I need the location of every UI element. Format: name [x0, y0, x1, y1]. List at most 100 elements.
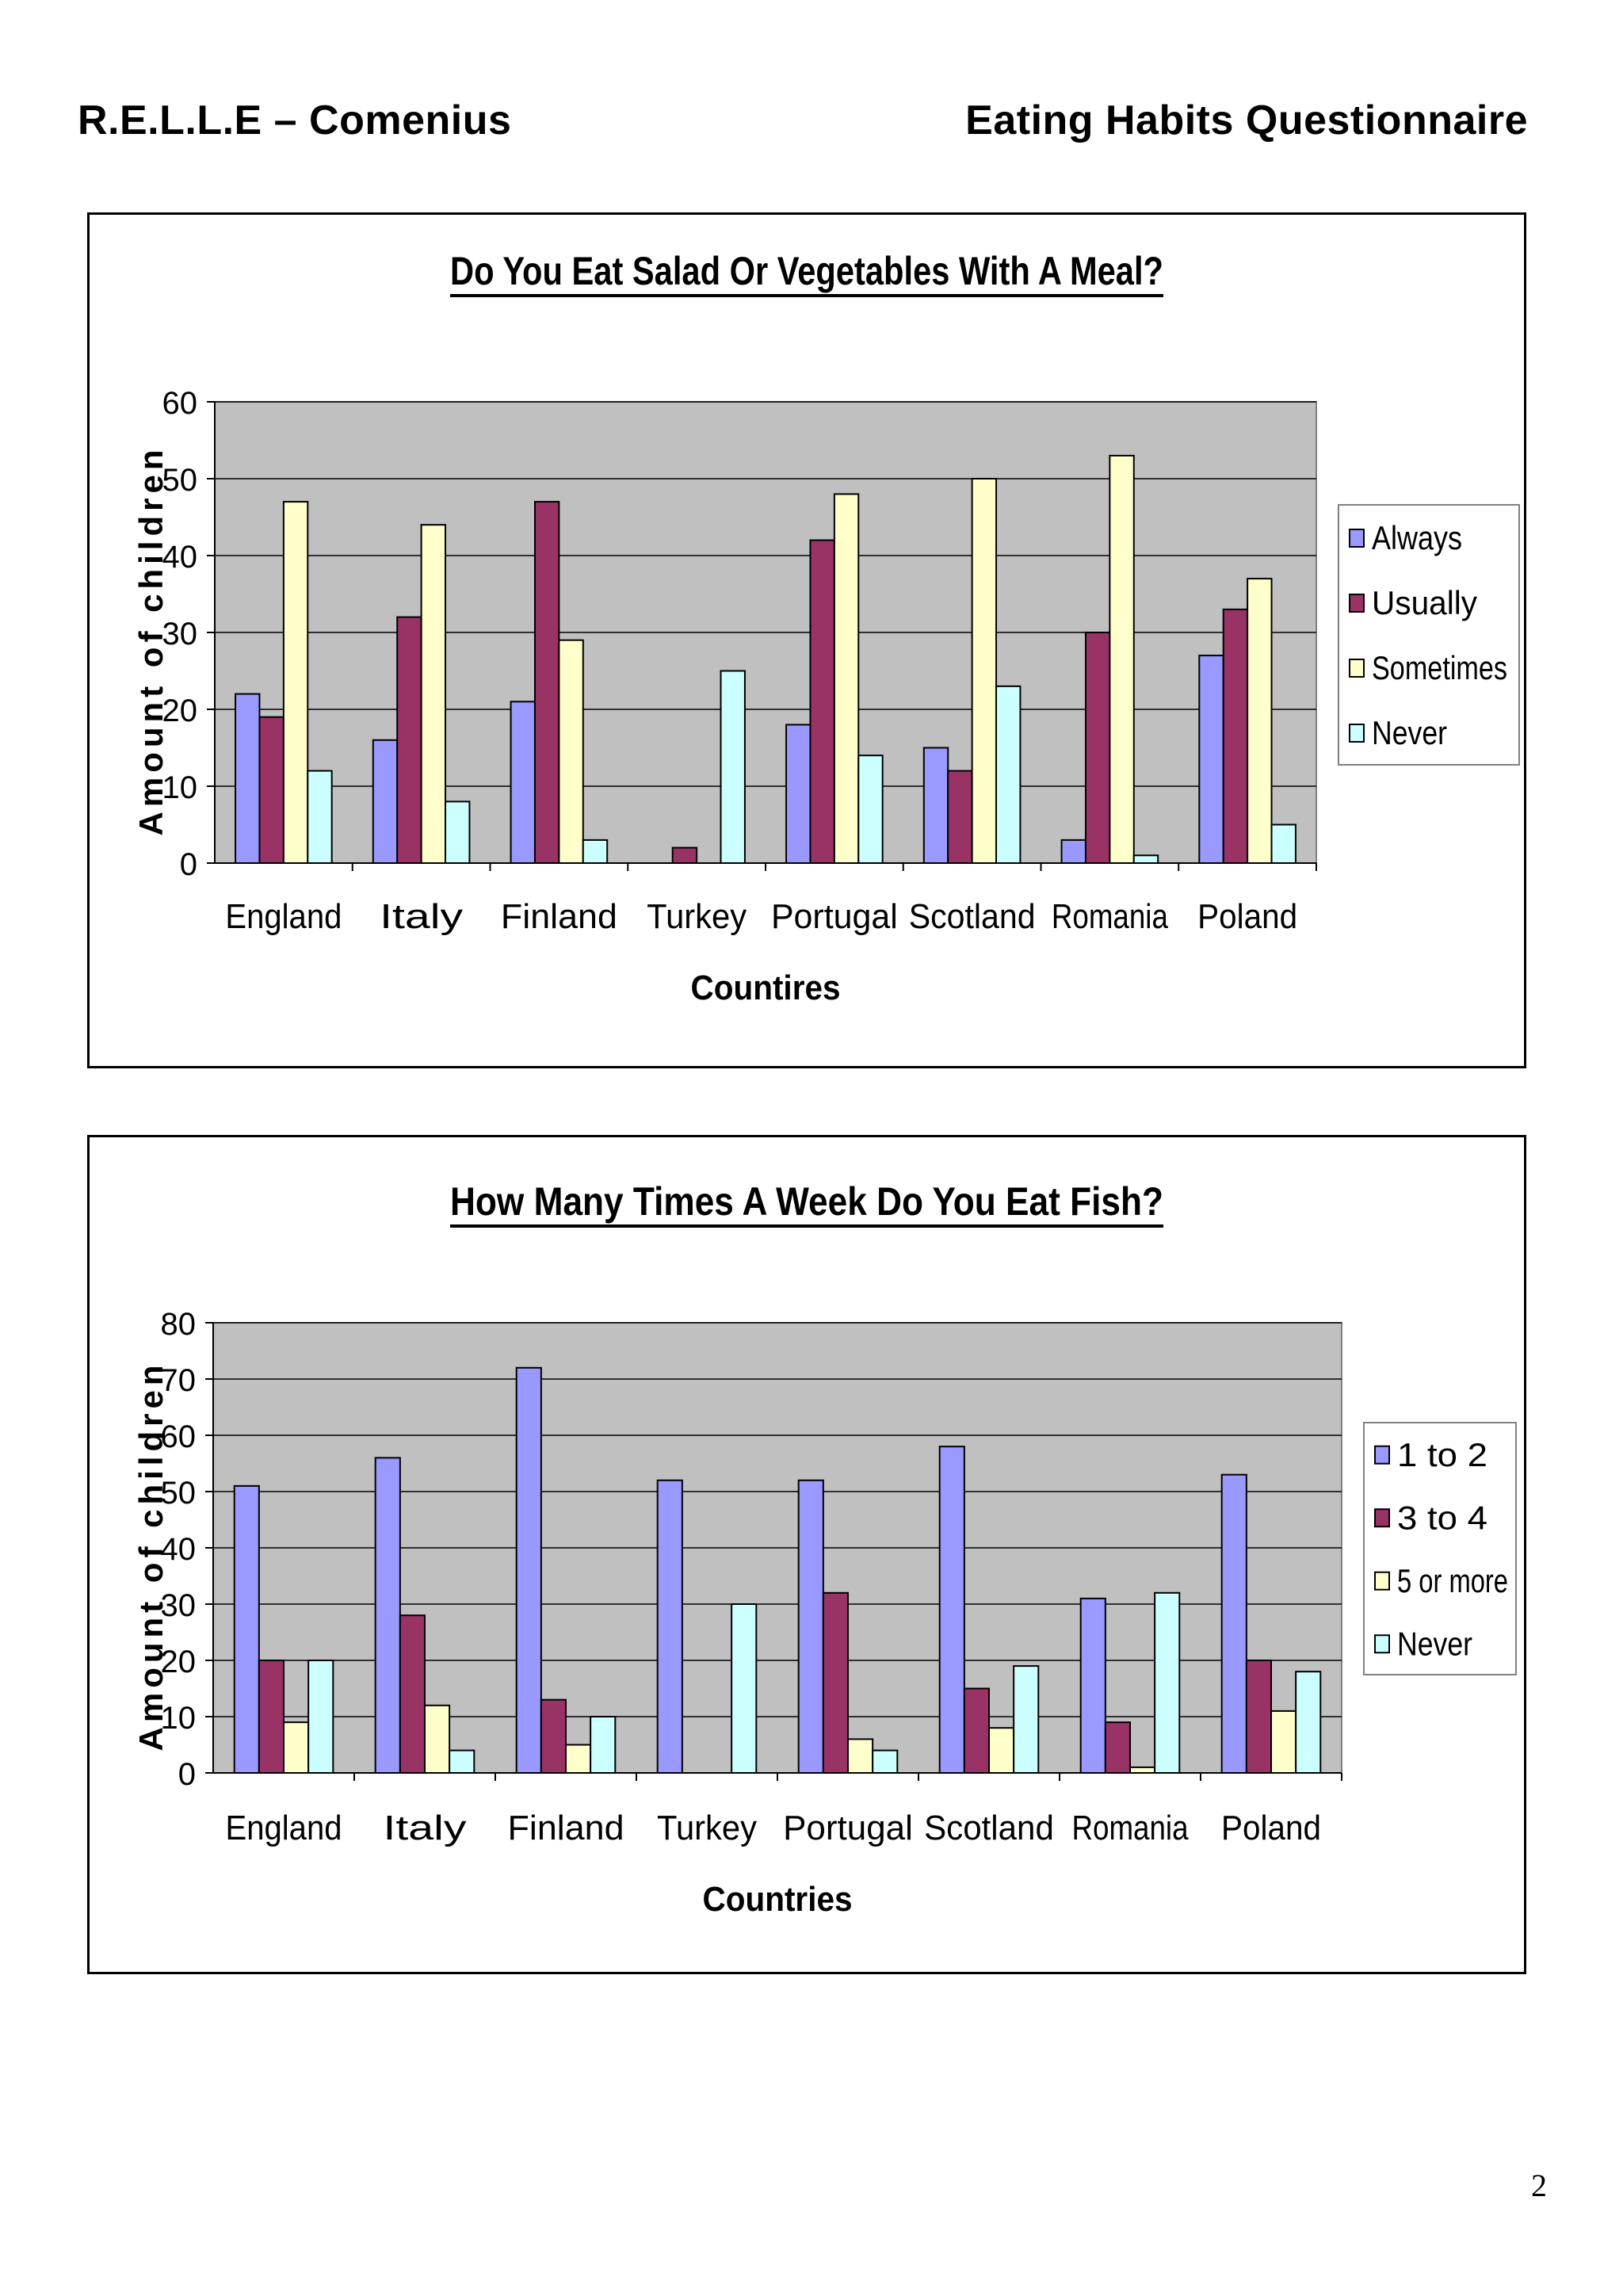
- bar-never-turkey: [731, 1603, 758, 1774]
- y-tick-label: 50: [161, 1476, 197, 1511]
- bar-never-romania: [1154, 1591, 1181, 1774]
- legend-label: 5 or more: [1397, 1562, 1508, 1599]
- bar-usually-england: [258, 716, 285, 865]
- bar-5-or-more-poland: [1270, 1710, 1297, 1775]
- y-tick-label: 0: [178, 1757, 196, 1792]
- bar-sometimes-england: [282, 501, 309, 864]
- y-tick-label: 40: [161, 1532, 197, 1567]
- bar-sometimes-portugal: [833, 493, 860, 864]
- bar-never-italy: [449, 1749, 475, 1774]
- bar-never-scotland: [995, 685, 1022, 865]
- bar-1-to-2-england: [233, 1484, 260, 1774]
- bar-always-italy: [372, 739, 399, 864]
- bar-never-england: [307, 1660, 334, 1774]
- bar-1-to-2-italy: [374, 1457, 401, 1774]
- x-axis-label: Countries: [703, 1880, 853, 1919]
- y-axis-label: Amount of children: [132, 1361, 170, 1752]
- y-tick-label: 20: [162, 693, 198, 728]
- bar-sometimes-scotland: [971, 478, 998, 864]
- x-category-label: Italy: [384, 1809, 467, 1847]
- bar-never-turkey: [720, 670, 746, 864]
- bar-never-italy: [445, 800, 471, 865]
- x-category-label: Portugal: [783, 1809, 913, 1847]
- bar-never-poland: [1295, 1671, 1322, 1775]
- x-category-label: Romania: [1072, 1809, 1189, 1847]
- bar-usually-turkey: [671, 846, 698, 864]
- bar-1-to-2-poland: [1220, 1473, 1247, 1774]
- y-tick-label: 20: [161, 1645, 197, 1679]
- bar-never-finland: [590, 1716, 617, 1774]
- bar-1-to-2-scotland: [938, 1446, 965, 1774]
- legend-box: [1338, 504, 1520, 766]
- bar-3-to-4-scotland: [963, 1687, 990, 1774]
- bar-3-to-4-finland: [540, 1698, 567, 1775]
- legend-label: Sometimes: [1372, 649, 1507, 686]
- y-tick-label: 0: [180, 847, 197, 882]
- bar-never-poland: [1270, 823, 1296, 864]
- bar-usually-italy: [396, 616, 422, 864]
- x-category-label: Finland: [508, 1809, 624, 1847]
- x-category-label: Turkey: [657, 1809, 757, 1847]
- bar-always-finland: [510, 701, 536, 864]
- x-category-label: Portugal: [771, 897, 898, 936]
- bar-5-or-more-finland: [565, 1744, 592, 1774]
- x-category-label: Scotland: [909, 897, 1036, 936]
- x-category-label: Scotland: [924, 1809, 1054, 1847]
- bar-1-to-2-turkey: [656, 1479, 683, 1774]
- bar-1-to-2-romania: [1079, 1597, 1106, 1775]
- legend-swatch: [1349, 594, 1365, 613]
- legend-label: 3 to 4: [1397, 1499, 1487, 1536]
- y-tick-label: 10: [161, 1701, 197, 1736]
- bar-3-to-4-portugal: [822, 1591, 849, 1774]
- x-category-label: England: [225, 897, 342, 936]
- y-tick-label: 30: [161, 1588, 197, 1623]
- bar-never-romania: [1132, 854, 1159, 864]
- bar-never-finland: [582, 839, 609, 865]
- y-tick-label: 10: [162, 770, 198, 805]
- bar-3-to-4-italy: [399, 1614, 426, 1775]
- header-right-title: Eating Habits Questionnaire: [965, 97, 1528, 143]
- legend-swatch: [1374, 1445, 1390, 1465]
- bar-sometimes-finland: [558, 639, 584, 864]
- bar-3-to-4-poland: [1245, 1660, 1272, 1774]
- x-category-label: Turkey: [647, 897, 747, 936]
- x-axis-label: Countires: [691, 968, 841, 1007]
- bar-1-to-2-portugal: [797, 1479, 824, 1774]
- page-number: 2: [1531, 2168, 1547, 2203]
- bar-always-romania: [1060, 839, 1086, 865]
- bar-usually-finland: [533, 501, 560, 864]
- salad-chart: Do You Eat Salad Or Vegetables With A Me…: [87, 212, 1526, 1068]
- salad-chart-svg: Do You Eat Salad Or Vegetables With A Me…: [132, 249, 1520, 1007]
- fish-chart-svg: How Many Times A Week Do You Eat Fish? 0 1…: [132, 1179, 1517, 1919]
- bar-1-to-2-finland: [515, 1366, 542, 1774]
- legend-label: Usually: [1372, 584, 1477, 621]
- chart-title: How Many Times A Week Do You Eat Fish?: [450, 1179, 1163, 1224]
- bar-sometimes-italy: [420, 524, 447, 864]
- bar-5-or-more-italy: [424, 1704, 451, 1774]
- y-axis-label: Amount of children: [132, 445, 170, 836]
- bar-3-to-4-romania: [1104, 1721, 1131, 1774]
- fish-chart: How Many Times A Week Do You Eat Fish? 0 1…: [87, 1135, 1526, 1974]
- legend-swatch: [1374, 1634, 1390, 1654]
- x-category-label: Finland: [501, 897, 617, 936]
- x-category-label: Poland: [1221, 1809, 1321, 1847]
- bar-usually-romania: [1084, 632, 1111, 864]
- legend-label: Never: [1397, 1625, 1472, 1662]
- bar-always-england: [235, 693, 261, 864]
- legend-label: 1 to 2: [1397, 1436, 1487, 1473]
- bar-sometimes-romania: [1109, 454, 1135, 864]
- bar-5-or-more-romania: [1129, 1766, 1156, 1775]
- bar-always-poland: [1198, 655, 1224, 864]
- bar-5-or-more-scotland: [988, 1727, 1015, 1775]
- bar-sometimes-poland: [1247, 578, 1273, 864]
- y-tick-label: 60: [161, 1419, 197, 1454]
- bar-never-portugal: [872, 1749, 899, 1774]
- legend-swatch: [1349, 659, 1365, 678]
- legend-swatch: [1349, 724, 1365, 743]
- chart-title: Do You Eat Salad Or Vegetables With A Me…: [450, 249, 1163, 293]
- legend-swatch: [1349, 529, 1365, 548]
- header-left-title: R.E.L.L.E – Comenius: [78, 97, 512, 143]
- legend-swatch: [1374, 1571, 1390, 1591]
- bar-5-or-more-portugal: [847, 1738, 874, 1775]
- y-tick-label: 40: [162, 540, 198, 575]
